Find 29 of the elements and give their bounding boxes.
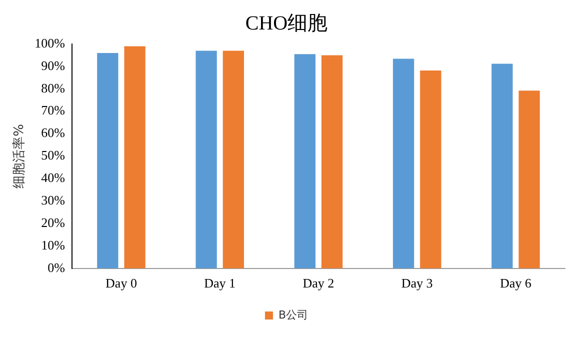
y-tick-label: 20% — [41, 214, 66, 230]
y-tick-label: 60% — [41, 125, 66, 140]
y-tick-label: 90% — [41, 58, 66, 73]
bar — [392, 58, 414, 268]
bar — [222, 50, 244, 268]
legend-label: B公司 — [278, 308, 308, 322]
y-tick-label: 50% — [41, 148, 66, 163]
bar — [124, 46, 146, 268]
x-tick-label: Day 3 — [401, 276, 433, 291]
y-axis-title: 细胞活率% — [11, 124, 28, 188]
x-tick-label: Day 6 — [500, 276, 532, 291]
bar — [97, 52, 118, 268]
y-tick-label: 40% — [41, 170, 66, 186]
y-tick-label: 80% — [41, 80, 66, 96]
bar — [196, 50, 217, 268]
x-tick-label: Day 1 — [204, 276, 236, 291]
bar — [294, 54, 316, 268]
x-tick-label: Day 2 — [302, 276, 334, 291]
y-tick-label: 30% — [41, 192, 66, 208]
y-tick-label: 70% — [41, 102, 66, 118]
y-tick-label: 10% — [41, 237, 66, 252]
chart-title: CHO细胞 — [245, 12, 328, 34]
bar — [492, 64, 513, 268]
x-tick-label: Day 0 — [106, 276, 137, 291]
bar — [518, 90, 540, 268]
y-tick-label: 100% — [34, 35, 66, 50]
bar — [420, 70, 442, 268]
bar — [321, 55, 343, 268]
y-tick-label: 0% — [48, 260, 66, 275]
